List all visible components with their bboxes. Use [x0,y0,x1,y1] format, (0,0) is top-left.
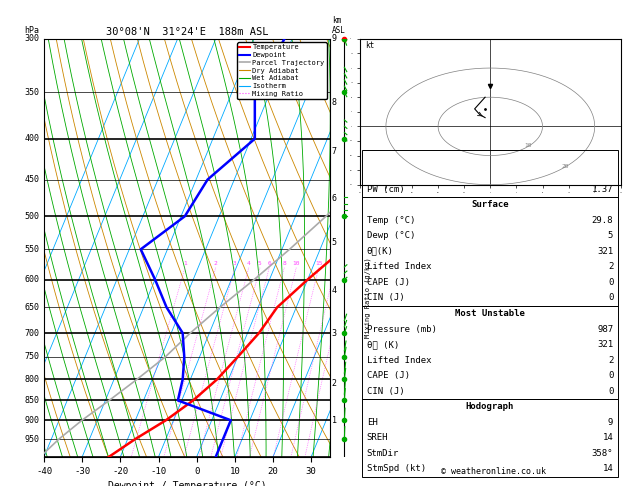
Text: 5: 5 [258,260,262,266]
Text: 20: 20 [562,164,569,169]
Text: PW (cm): PW (cm) [367,185,404,193]
Text: Temp (°C): Temp (°C) [367,216,415,225]
Title: 30°08'N  31°24'E  188m ASL: 30°08'N 31°24'E 188m ASL [106,27,269,37]
Text: 650: 650 [25,303,40,312]
Text: hPa: hPa [25,26,40,35]
Text: 0: 0 [608,278,613,287]
Text: 0: 0 [608,371,613,380]
Text: 6: 6 [267,260,271,266]
Text: 400: 400 [25,134,40,143]
Text: θᴄ (K): θᴄ (K) [367,340,399,349]
Text: 3: 3 [233,260,237,266]
Text: 600: 600 [25,275,40,284]
Text: 987: 987 [597,325,613,333]
Text: 0: 0 [608,387,613,396]
Text: 6: 6 [331,194,337,203]
Text: 550: 550 [25,245,40,254]
Text: 850: 850 [25,396,40,405]
Text: 750: 750 [25,352,40,362]
Text: 5: 5 [331,239,337,247]
Text: StmSpd (kt): StmSpd (kt) [367,465,426,473]
Text: 14: 14 [603,434,613,442]
Text: K: K [367,154,372,162]
Text: 8: 8 [282,260,286,266]
Text: Dewp (°C): Dewp (°C) [367,231,415,240]
Text: 1: 1 [183,260,187,266]
Text: -1: -1 [603,154,613,162]
Text: SREH: SREH [367,434,388,442]
Text: 900: 900 [25,416,40,425]
X-axis label: Dewpoint / Temperature (°C): Dewpoint / Temperature (°C) [108,481,267,486]
Text: Pressure (mb): Pressure (mb) [367,325,437,333]
Text: 2: 2 [608,262,613,271]
Text: Most Unstable: Most Unstable [455,309,525,318]
Text: 4: 4 [247,260,250,266]
Text: Surface: Surface [471,200,509,209]
Text: 2: 2 [608,356,613,364]
Text: CAPE (J): CAPE (J) [367,371,409,380]
Text: 29.8: 29.8 [592,216,613,225]
Text: 9: 9 [331,35,337,43]
Text: 3: 3 [331,329,337,337]
Text: 1: 1 [331,416,337,425]
Text: CIN (J): CIN (J) [367,387,404,396]
Text: 2: 2 [214,260,218,266]
Text: km
ASL: km ASL [331,16,345,35]
Text: 450: 450 [25,175,40,184]
Text: 500: 500 [25,212,40,221]
Text: 0: 0 [608,294,613,302]
Text: 350: 350 [25,88,40,97]
Text: 1.37: 1.37 [592,185,613,193]
Text: 800: 800 [25,375,40,384]
Text: 300: 300 [25,35,40,43]
Text: Lifted Index: Lifted Index [367,262,431,271]
Text: Totals Totals: Totals Totals [367,169,437,178]
Text: 4: 4 [331,286,337,295]
Text: θᴄ(K): θᴄ(K) [367,247,394,256]
Text: 358°: 358° [592,449,613,458]
Text: 2: 2 [331,379,337,388]
Text: 950: 950 [25,434,40,444]
Text: © weatheronline.co.uk: © weatheronline.co.uk [442,467,546,476]
Text: 5: 5 [608,231,613,240]
Text: 45: 45 [603,169,613,178]
Text: Mixing Ratio (g/kg): Mixing Ratio (g/kg) [364,258,370,338]
Text: 9: 9 [608,418,613,427]
Text: Hodograph: Hodograph [466,402,514,411]
Text: 14: 14 [603,465,613,473]
Text: 7: 7 [331,147,337,156]
Text: 30.04.2024  18GMT  (Base: 12): 30.04.2024 18GMT (Base: 12) [405,43,576,53]
Legend: Temperature, Dewpoint, Parcel Trajectory, Dry Adiabat, Wet Adiabat, Isotherm, Mi: Temperature, Dewpoint, Parcel Trajectory… [237,42,326,99]
Text: 321: 321 [597,340,613,349]
Text: 10: 10 [292,260,300,266]
Text: 8: 8 [331,98,337,106]
Text: 10: 10 [524,143,532,148]
Text: 15: 15 [315,260,323,266]
Text: 321: 321 [597,247,613,256]
Text: CAPE (J): CAPE (J) [367,278,409,287]
Text: Lifted Index: Lifted Index [367,356,431,364]
Text: kt: kt [365,41,374,50]
Text: 700: 700 [25,329,40,337]
Text: EH: EH [367,418,377,427]
Text: CIN (J): CIN (J) [367,294,404,302]
Text: StmDir: StmDir [367,449,399,458]
